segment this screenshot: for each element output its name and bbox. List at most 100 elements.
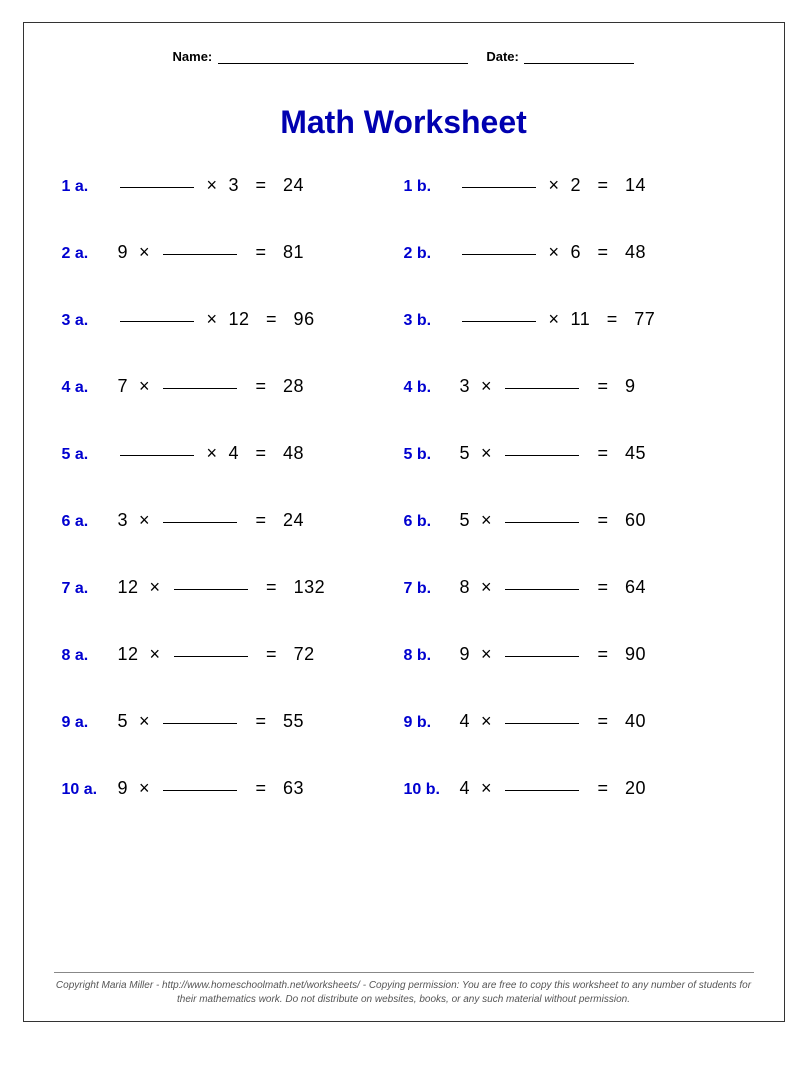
expr-post: × 3 = 24 [196, 175, 305, 195]
header-line: Name: Date: [54, 49, 754, 64]
problem-expression: 12 × = 132 [118, 577, 326, 598]
problem-expression: 7 × = 28 [118, 376, 305, 397]
problem-item: 5 a. × 4 = 48 [62, 443, 404, 464]
answer-blank [120, 321, 194, 322]
expr-pre: 4 × [460, 778, 504, 798]
problem-label: 3 b. [404, 312, 460, 330]
answer-blank [462, 321, 536, 322]
date-blank [524, 63, 634, 64]
footer-copyright: Copyright Maria Miller - http://www.home… [54, 972, 754, 1007]
expr-post: = 24 [239, 510, 304, 530]
problem-expression: 9 × = 81 [118, 242, 305, 263]
answer-blank [505, 723, 579, 724]
expr-post: = 9 [581, 376, 636, 396]
problem-item: 3 b. × 11 = 77 [404, 309, 746, 330]
problem-label: 5 b. [404, 446, 460, 464]
expr-post: × 4 = 48 [196, 443, 305, 463]
expr-pre: 5 × [460, 510, 504, 530]
problem-label: 8 a. [62, 647, 118, 665]
problem-expression: × 12 = 96 [118, 309, 315, 330]
problem-expression: 5 × = 45 [460, 443, 647, 464]
problems-grid: 1 a. × 3 = 241 b. × 2 = 142 a.9 × = 812 … [54, 175, 754, 799]
expr-post: = 132 [250, 577, 326, 597]
expr-post: = 20 [581, 778, 646, 798]
answer-blank [505, 656, 579, 657]
expr-pre: 12 × [118, 577, 172, 597]
problem-expression: 5 × = 60 [460, 510, 647, 531]
answer-blank [163, 388, 237, 389]
answer-blank [505, 790, 579, 791]
problem-expression: × 2 = 14 [460, 175, 647, 196]
problem-label: 7 b. [404, 580, 460, 598]
expr-pre: 4 × [460, 711, 504, 731]
problem-item: 8 a.12 × = 72 [62, 644, 404, 665]
problem-label: 10 b. [404, 781, 460, 799]
answer-blank [163, 723, 237, 724]
answer-blank [120, 187, 194, 188]
problem-expression: 9 × = 63 [118, 778, 305, 799]
problem-expression: 9 × = 90 [460, 644, 647, 665]
problem-expression: 5 × = 55 [118, 711, 305, 732]
expr-post: × 11 = 77 [538, 309, 656, 329]
name-blank [218, 63, 468, 64]
answer-blank [174, 656, 248, 657]
problem-expression: 4 × = 20 [460, 778, 647, 799]
expr-post: = 72 [250, 644, 315, 664]
problem-label: 4 a. [62, 379, 118, 397]
answer-blank [505, 589, 579, 590]
problem-label: 8 b. [404, 647, 460, 665]
expr-pre: 5 × [460, 443, 504, 463]
problem-item: 1 a. × 3 = 24 [62, 175, 404, 196]
problem-expression: 3 × = 9 [460, 376, 636, 397]
answer-blank [505, 455, 579, 456]
answer-blank [174, 589, 248, 590]
expr-pre: 3 × [460, 376, 504, 396]
problem-item: 6 a.3 × = 24 [62, 510, 404, 531]
expr-post: = 45 [581, 443, 646, 463]
expr-post: = 90 [581, 644, 646, 664]
problem-label: 1 b. [404, 178, 460, 196]
answer-blank [505, 522, 579, 523]
worksheet-page: Name: Date: Math Worksheet 1 a. × 3 = 24… [23, 22, 785, 1022]
problem-label: 2 b. [404, 245, 460, 263]
problem-item: 7 b.8 × = 64 [404, 577, 746, 598]
expr-pre: 5 × [118, 711, 162, 731]
answer-blank [462, 187, 536, 188]
expr-pre: 9 × [118, 242, 162, 262]
expr-pre: 9 × [118, 778, 162, 798]
problem-expression: 8 × = 64 [460, 577, 647, 598]
expr-post: = 55 [239, 711, 304, 731]
expr-post: = 81 [239, 242, 304, 262]
problem-expression: × 11 = 77 [460, 309, 656, 330]
problem-item: 1 b. × 2 = 14 [404, 175, 746, 196]
answer-blank [120, 455, 194, 456]
expr-post: = 28 [239, 376, 304, 396]
expr-pre: 12 × [118, 644, 172, 664]
problem-item: 2 b. × 6 = 48 [404, 242, 746, 263]
problem-label: 6 a. [62, 513, 118, 531]
problem-label: 5 a. [62, 446, 118, 464]
problem-expression: 3 × = 24 [118, 510, 305, 531]
problem-expression: × 6 = 48 [460, 242, 647, 263]
expr-pre: 9 × [460, 644, 504, 664]
problem-item: 2 a.9 × = 81 [62, 242, 404, 263]
answer-blank [505, 388, 579, 389]
problem-item: 9 a.5 × = 55 [62, 711, 404, 732]
expr-post: × 6 = 48 [538, 242, 647, 262]
expr-post: × 12 = 96 [196, 309, 315, 329]
answer-blank [163, 522, 237, 523]
problem-item: 7 a.12 × = 132 [62, 577, 404, 598]
answer-blank [462, 254, 536, 255]
problem-label: 9 b. [404, 714, 460, 732]
problem-label: 10 a. [62, 781, 118, 799]
expr-post: = 63 [239, 778, 304, 798]
problem-label: 9 a. [62, 714, 118, 732]
expr-post: = 40 [581, 711, 646, 731]
problem-expression: × 3 = 24 [118, 175, 305, 196]
problem-label: 3 a. [62, 312, 118, 330]
problem-label: 7 a. [62, 580, 118, 598]
problem-label: 1 a. [62, 178, 118, 196]
date-label: Date: [486, 49, 519, 64]
expr-post: × 2 = 14 [538, 175, 647, 195]
problem-label: 2 a. [62, 245, 118, 263]
